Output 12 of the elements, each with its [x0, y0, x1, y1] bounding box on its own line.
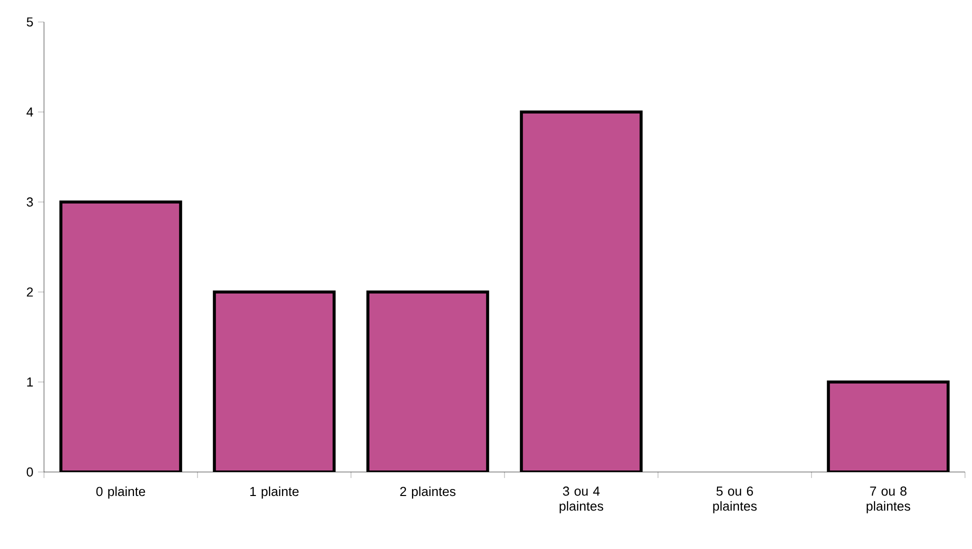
x-tick-label: 1 plainte	[250, 486, 299, 499]
y-tick-label: 5	[26, 17, 33, 27]
y-tick-label: 1	[27, 378, 33, 386]
y-tick-label: 2	[26, 287, 33, 297]
x-tick-label: 2 plaintes	[400, 486, 456, 499]
x-tick-label: 0 plainte	[96, 486, 146, 499]
x-tick-label: 3 ou 4 plaintes	[560, 486, 604, 514]
x-tick-label: 7 ou 8 plaintes	[866, 486, 910, 514]
x-tick-label: 5 ou 6 plaintes	[713, 486, 757, 514]
y-tick-label: 4	[26, 108, 34, 116]
y-tick-label: 0	[26, 467, 33, 477]
y-tick-label: 3	[26, 197, 33, 207]
